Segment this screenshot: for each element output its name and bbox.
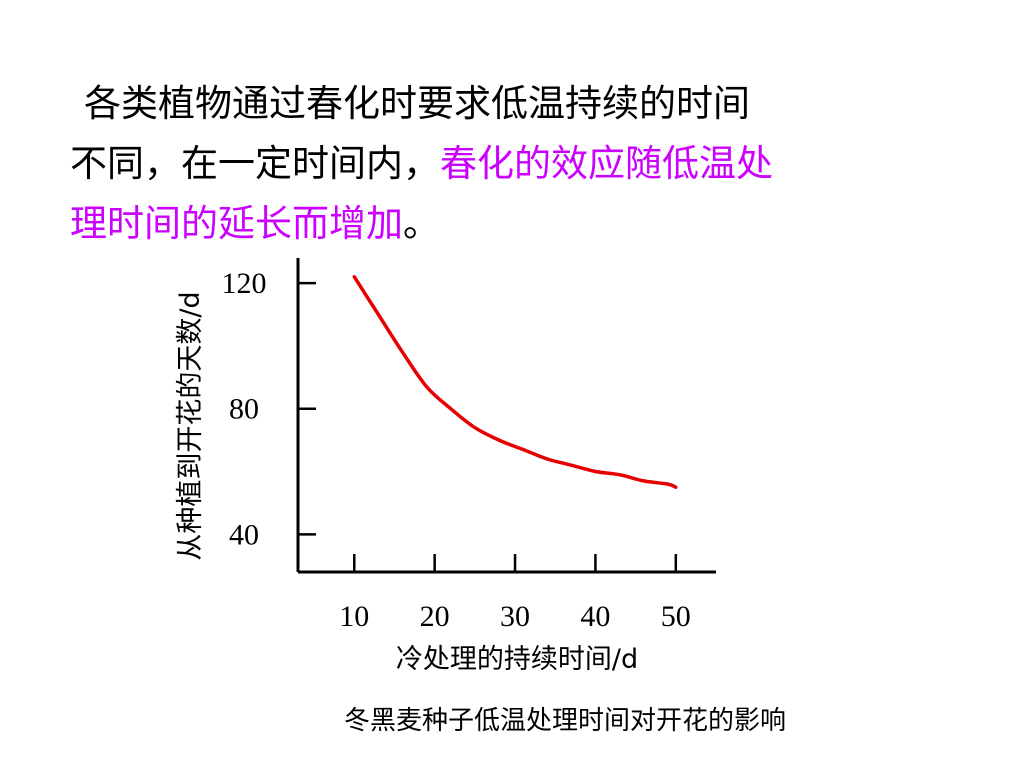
paragraph-end-mark: 。	[403, 202, 440, 245]
paragraph-line-3: 理时间的延长而增加。	[70, 194, 950, 254]
y-axis-title: 从种植到开花的天数/d	[175, 291, 206, 560]
chart-series	[352, 275, 678, 489]
chart-caption: 冬黑麦种子低温处理时间对开花的影响	[344, 706, 786, 736]
x-tick-label: 10	[339, 600, 369, 633]
intro-paragraph: 各类植物通过春化时要求低温持续的时间 不同，在一定时间内，春化的效应随低温处 理…	[70, 74, 950, 254]
x-axis-title: 冷处理的持续时间/d	[396, 644, 638, 675]
highlight-text-2: 理时间的延长而增加	[70, 202, 403, 245]
y-tick-label: 80	[229, 393, 259, 426]
paragraph-line-2: 不同，在一定时间内，春化的效应随低温处	[70, 134, 950, 194]
paragraph-line-2-text: 不同，在一定时间内，	[70, 142, 440, 185]
paragraph-line-1: 各类植物通过春化时要求低温持续的时间	[84, 82, 750, 125]
x-tick-label: 20	[420, 600, 450, 633]
chart-ticks: 10 20 30 40 50 40 80 120	[222, 267, 691, 633]
x-tick-label: 40	[580, 600, 610, 633]
highlight-text-1: 春化的效应随低温处	[440, 142, 773, 185]
x-tick-label: 30	[500, 600, 530, 633]
x-tick-label: 50	[661, 600, 691, 633]
y-tick-label: 40	[229, 518, 259, 551]
y-tick-label: 120	[222, 267, 267, 300]
series-line	[352, 275, 678, 489]
chart-axes	[296, 258, 716, 574]
